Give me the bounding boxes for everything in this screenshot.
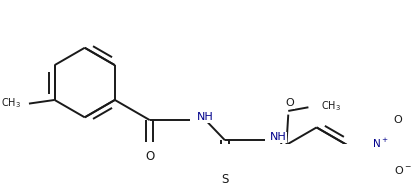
Text: CH$_3$: CH$_3$: [321, 100, 341, 113]
Text: O: O: [394, 115, 402, 125]
Text: O: O: [286, 98, 294, 108]
Text: CH$_3$: CH$_3$: [1, 96, 21, 110]
Text: N$^+$: N$^+$: [372, 137, 388, 150]
Text: S: S: [221, 173, 229, 186]
Text: O$^-$: O$^-$: [395, 164, 411, 177]
Text: NH: NH: [197, 112, 214, 122]
Text: O: O: [145, 150, 155, 163]
Text: NH: NH: [270, 132, 286, 142]
